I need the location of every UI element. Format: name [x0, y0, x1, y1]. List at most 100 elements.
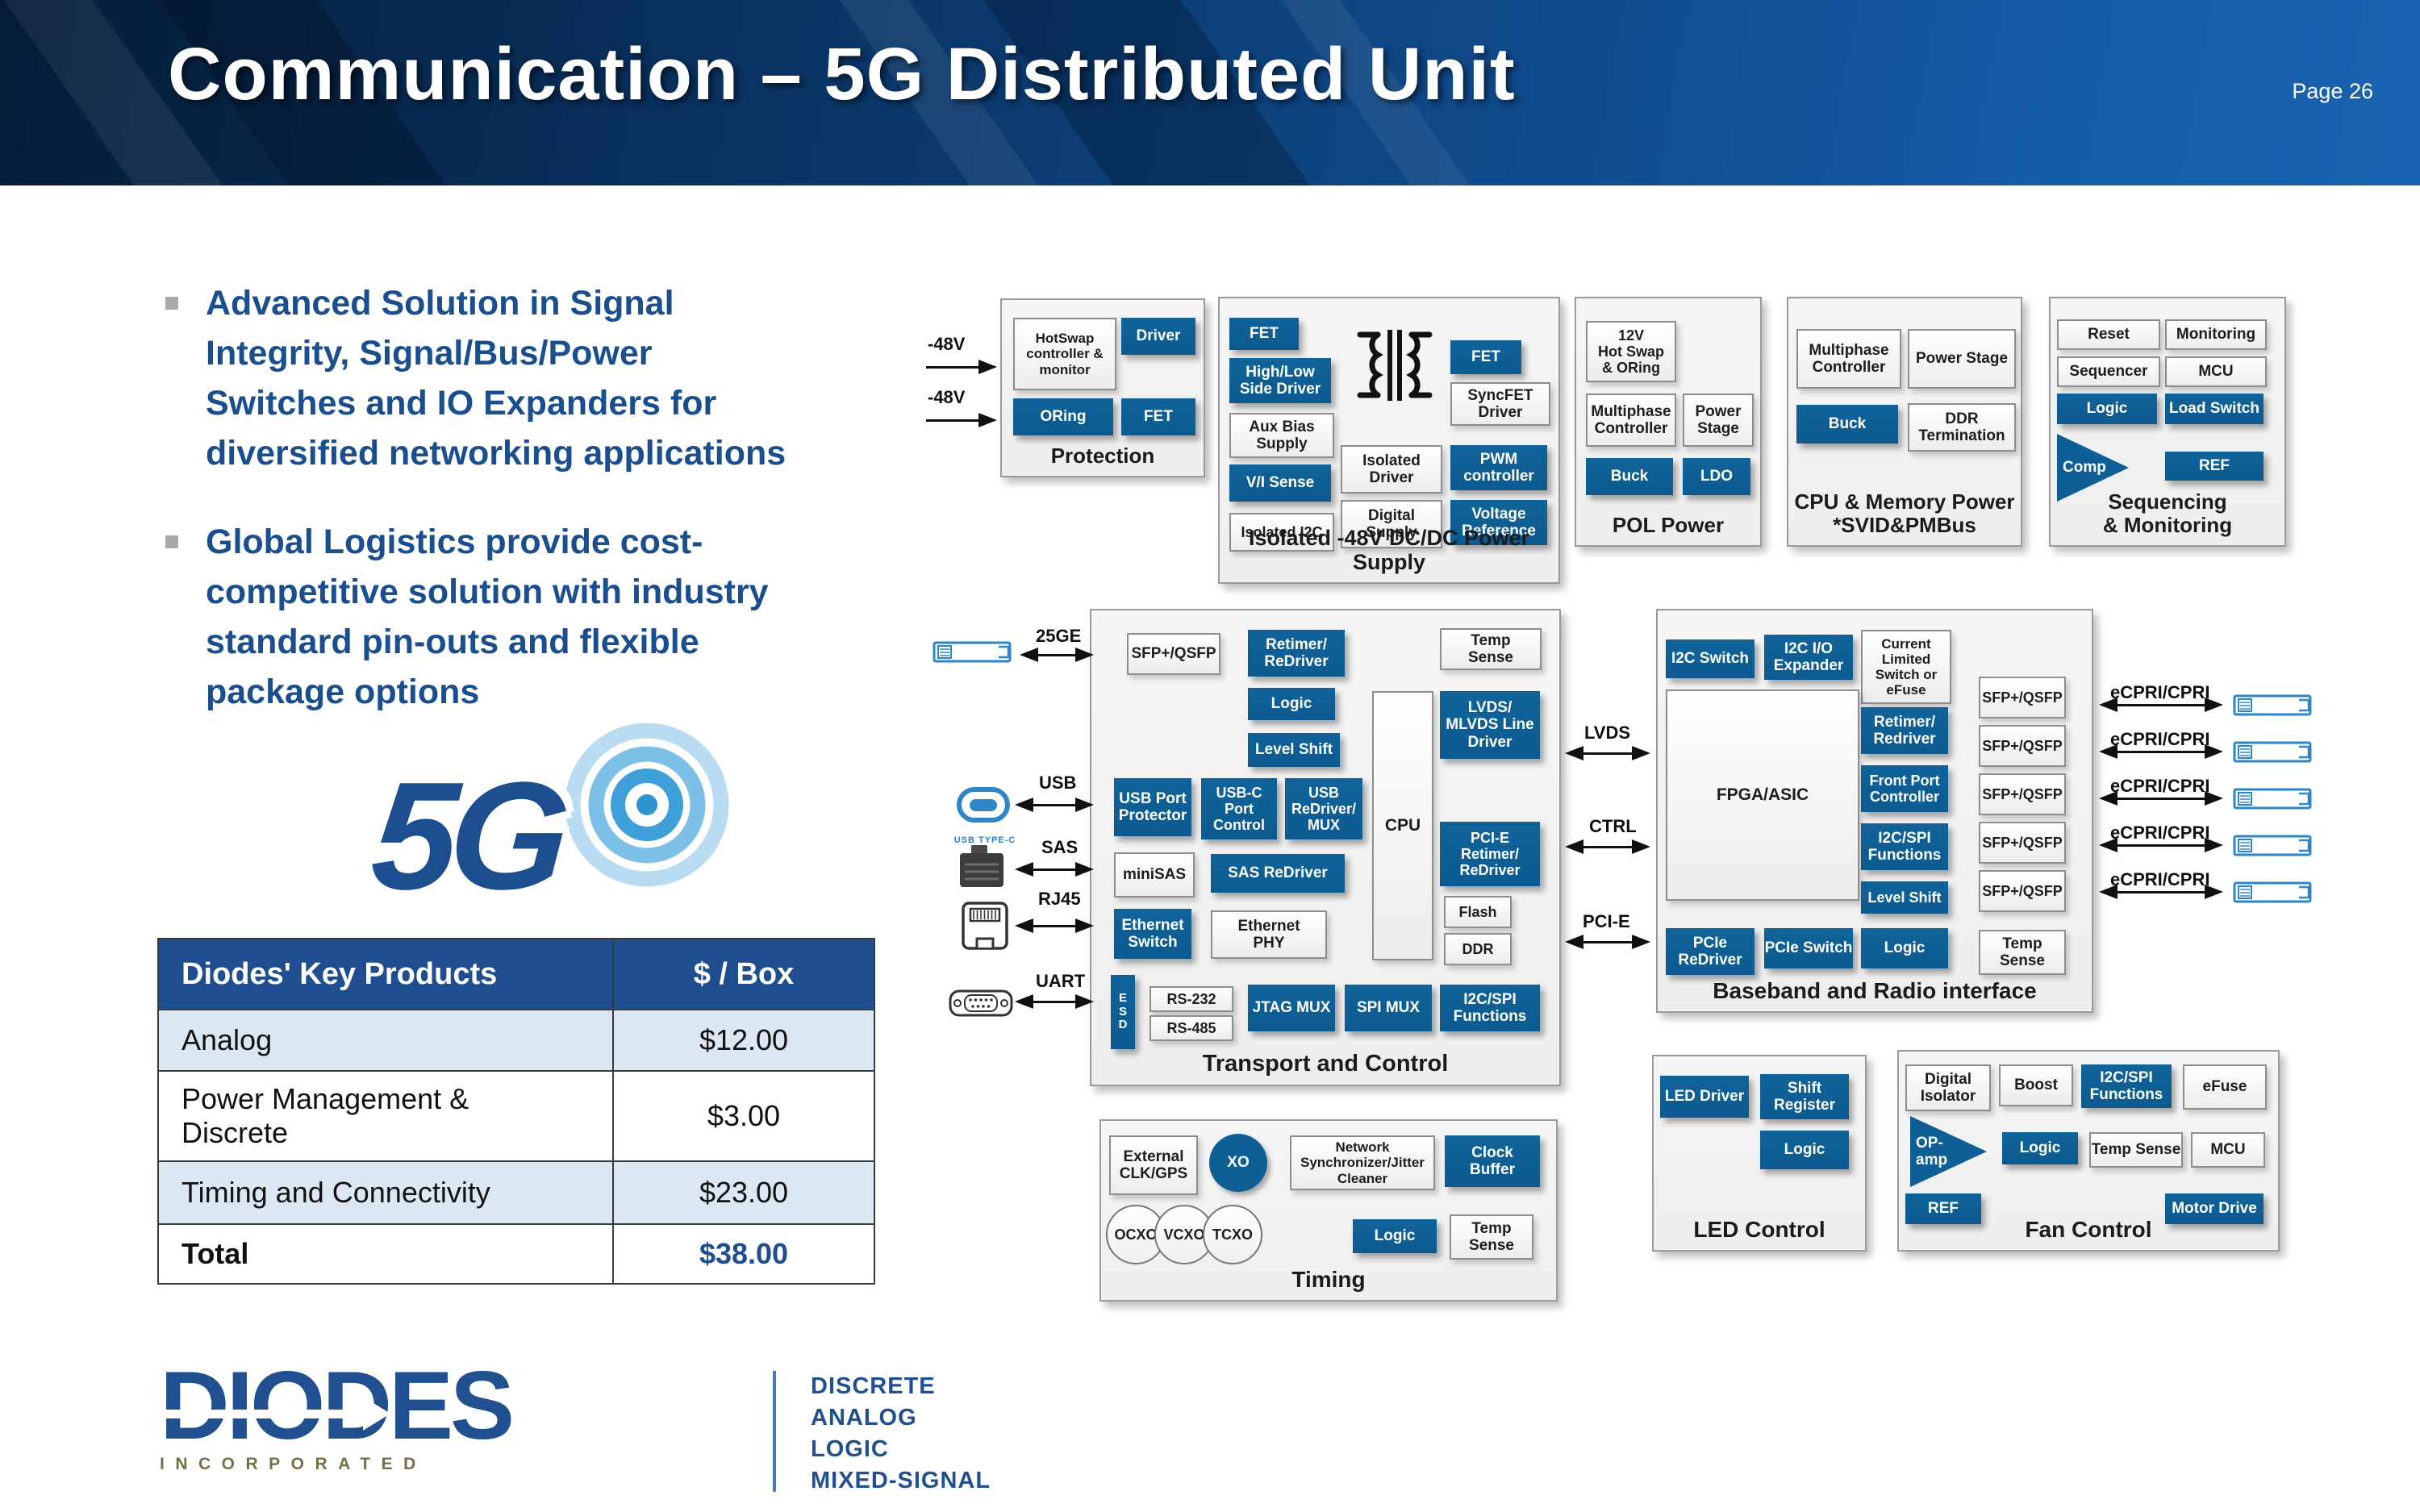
bus-label-2: PCI-E — [1583, 911, 1630, 931]
bus-label-0: LVDS — [1584, 723, 1631, 743]
cell-price: $3.00 — [612, 1070, 875, 1162]
table-header-row: Diodes' Key Products $ / Box — [157, 938, 875, 1010]
radio-arrow-0 — [2099, 698, 2223, 712]
minisas-box: miniSAS — [1114, 852, 1195, 898]
usb-port-protector-box: USB Port Protector — [1114, 778, 1191, 836]
fet-box: FET — [1450, 340, 1521, 374]
panel-label-iso: Isolated -48V DC/DC Power Supply — [1248, 525, 1530, 574]
port-arrow-usb — [1015, 798, 1094, 812]
ethernet-switch-box: Ethernet Switch — [1114, 909, 1191, 959]
isolated-driver-box: Isolated Driver — [1341, 445, 1442, 494]
logic-box: Logic — [1353, 1219, 1437, 1253]
diodes-arrow-line — [160, 1410, 363, 1418]
clock-buffer-box: Clock Buffer — [1445, 1135, 1540, 1187]
efuse-box: eFuse — [2183, 1064, 2267, 1110]
bus-arrow-0 — [1565, 746, 1650, 760]
panel-baseband: I2C Switch I2C I/O Expander Current Limite… — [1656, 609, 2093, 1013]
transformer-icon — [1342, 326, 1433, 405]
radio-arrow-3 — [2099, 838, 2223, 852]
level-shift-box: Level Shift — [1248, 733, 1340, 767]
panel-label-transport: Transport and Control — [1202, 1050, 1449, 1077]
db9-icon — [949, 984, 1013, 1027]
panel-label-fan: Fan Control — [2025, 1216, 2152, 1242]
load-switch-box: Load Switch — [2165, 394, 2264, 424]
cell-price: $23.00 — [612, 1160, 875, 1225]
op-amp-box: OP-amp — [1910, 1116, 1987, 1187]
boost-box: Boost — [1999, 1064, 2073, 1106]
port-arrow-rj45 — [1015, 918, 1094, 933]
bullet-marker — [165, 297, 178, 310]
jtag-mux-box: JTAG MUX — [1248, 985, 1335, 1031]
aux-bias-supply-box: Aux Bias Supply — [1229, 413, 1334, 458]
rs-485-box: RS-485 — [1150, 1015, 1233, 1041]
buck-box: Buck — [1586, 458, 1673, 495]
i2c-spi-functions-box: I2C/SPI Functions — [1440, 985, 1540, 1031]
panel-led: LED Driver Shift Register Logic LED Control — [1652, 1055, 1867, 1252]
front-port-controller-box: Front Port Controller — [1861, 765, 1948, 812]
fpga-asic-box: FPGA/ASIC — [1666, 689, 1859, 901]
isolated-i2c-box: Isolated I2C — [1229, 513, 1334, 552]
panel-label-timing: Timing — [1291, 1266, 1366, 1292]
sfp-qsfp-box: SFP+/QSFP — [1127, 633, 1220, 675]
sas-icon — [957, 843, 1007, 894]
radio-label-1: eCPRI/CPRI — [2110, 729, 2210, 749]
driver-box: Driver — [1121, 318, 1195, 355]
high-low-side-driver-box: High/Low Side Driver — [1229, 358, 1331, 403]
op-amp-label: OP-amp — [1916, 1134, 1948, 1168]
sfp-qsfp-box: SFP+/QSFP — [1979, 773, 2066, 815]
panel-label-seq: Sequencing & Monitoring — [2102, 489, 2233, 537]
port-arrow-sas — [1015, 862, 1094, 877]
port-arrow-uart — [1015, 994, 1094, 1009]
panel-cpu_mem: Multiphase Controller Power Stage Buck DDR … — [1787, 297, 2022, 547]
digital-supply-box: Digital Supply — [1341, 500, 1442, 548]
cell-product: Analog — [157, 1009, 614, 1072]
port-label-sas: SAS — [1041, 837, 1079, 857]
flash-box: Flash — [1444, 896, 1512, 928]
table-header-price: $ / Box — [612, 938, 875, 1010]
table-header-products: Diodes' Key Products — [157, 938, 614, 1010]
port-label-25ge: 25GE — [1036, 626, 1082, 646]
usb-c-port-control-box: USB-C Port Control — [1201, 778, 1277, 839]
table-row: Power Management & Discrete $3.00 — [157, 1070, 875, 1162]
panel-timing: External CLK/GPS XO Network Synchronizer/J… — [1099, 1119, 1558, 1302]
bus-arrow-1 — [1565, 839, 1650, 854]
oring-box: ORing — [1013, 398, 1113, 435]
ddr-termination-box: DDR Termination — [1908, 403, 2016, 452]
table-total-row: Total $38.00 — [157, 1223, 875, 1285]
diodes-incorporated: INCORPORATED — [160, 1455, 427, 1473]
cpu-box: CPU — [1372, 691, 1433, 960]
radio-label-4: eCPRI/CPRI — [2110, 869, 2210, 889]
current-limited-switch-or-efuse-box: Current Limited Switch or eFuse — [1861, 630, 1951, 704]
12v-hot-swap-oring-box: 12V Hot Swap & ORing — [1586, 321, 1676, 382]
spi-mux-box: SPI MUX — [1345, 985, 1432, 1031]
page-title: Communication – 5G Distributed Unit — [168, 33, 1516, 115]
temp-sense-box: Temp Sense — [1450, 1214, 1533, 1260]
panel-label-cpu_mem: CPU & Memory Power *SVID&PMBus — [1794, 489, 2015, 537]
logic-box: Logic — [1248, 688, 1335, 720]
xo-box: XO — [1209, 1134, 1267, 1192]
port-label-rj45: RJ45 — [1038, 889, 1081, 909]
mcu-box: MCU — [2191, 1132, 2265, 1168]
sfp-qsfp-box: SFP+/QSFP — [1979, 725, 2066, 767]
logic-box: Logic — [2002, 1132, 2078, 1164]
panel-label-pol: POL Power — [1612, 512, 1725, 537]
panel-transport: SFP+/QSFP Retimer/ ReDriver Temp Sense Logi… — [1090, 609, 1561, 1086]
power-stage-box: Power Stage — [1908, 329, 2016, 389]
table-row: Analog $12.00 — [157, 1009, 875, 1072]
radio-arrow-4 — [2099, 885, 2223, 899]
ethernet-phy-box: Ethernet PHY — [1211, 910, 1327, 959]
temp-sense-box: Temp Sense — [1979, 930, 2066, 975]
5g-logo-text: 5G — [366, 751, 567, 922]
diodes-wordmark: DIODES — [160, 1352, 515, 1460]
sfp-module-icon — [2233, 879, 2317, 910]
panel-pol: 12V Hot Swap & ORing Multiphase Controlle… — [1575, 297, 1762, 547]
logic-box: Logic — [1861, 928, 1948, 968]
pcie-switch-box: PCIe Switch — [1764, 928, 1853, 968]
temp-sense-box: Temp Sense — [1440, 628, 1542, 670]
sfp-qsfp-box: SFP+/QSFP — [1979, 677, 2066, 719]
pwm-controller-box: PWM controller — [1450, 445, 1547, 490]
logo-tagline: DISCRETE ANALOG LOGIC MIXED-SIGNAL — [811, 1373, 991, 1493]
panel-protection: HotSwap controller & monitor Driver ORing F… — [1000, 298, 1205, 477]
diodes-arrow-head-icon — [363, 1397, 390, 1431]
sfp-qsfp-box: SFP+/QSFP — [1979, 822, 2066, 864]
